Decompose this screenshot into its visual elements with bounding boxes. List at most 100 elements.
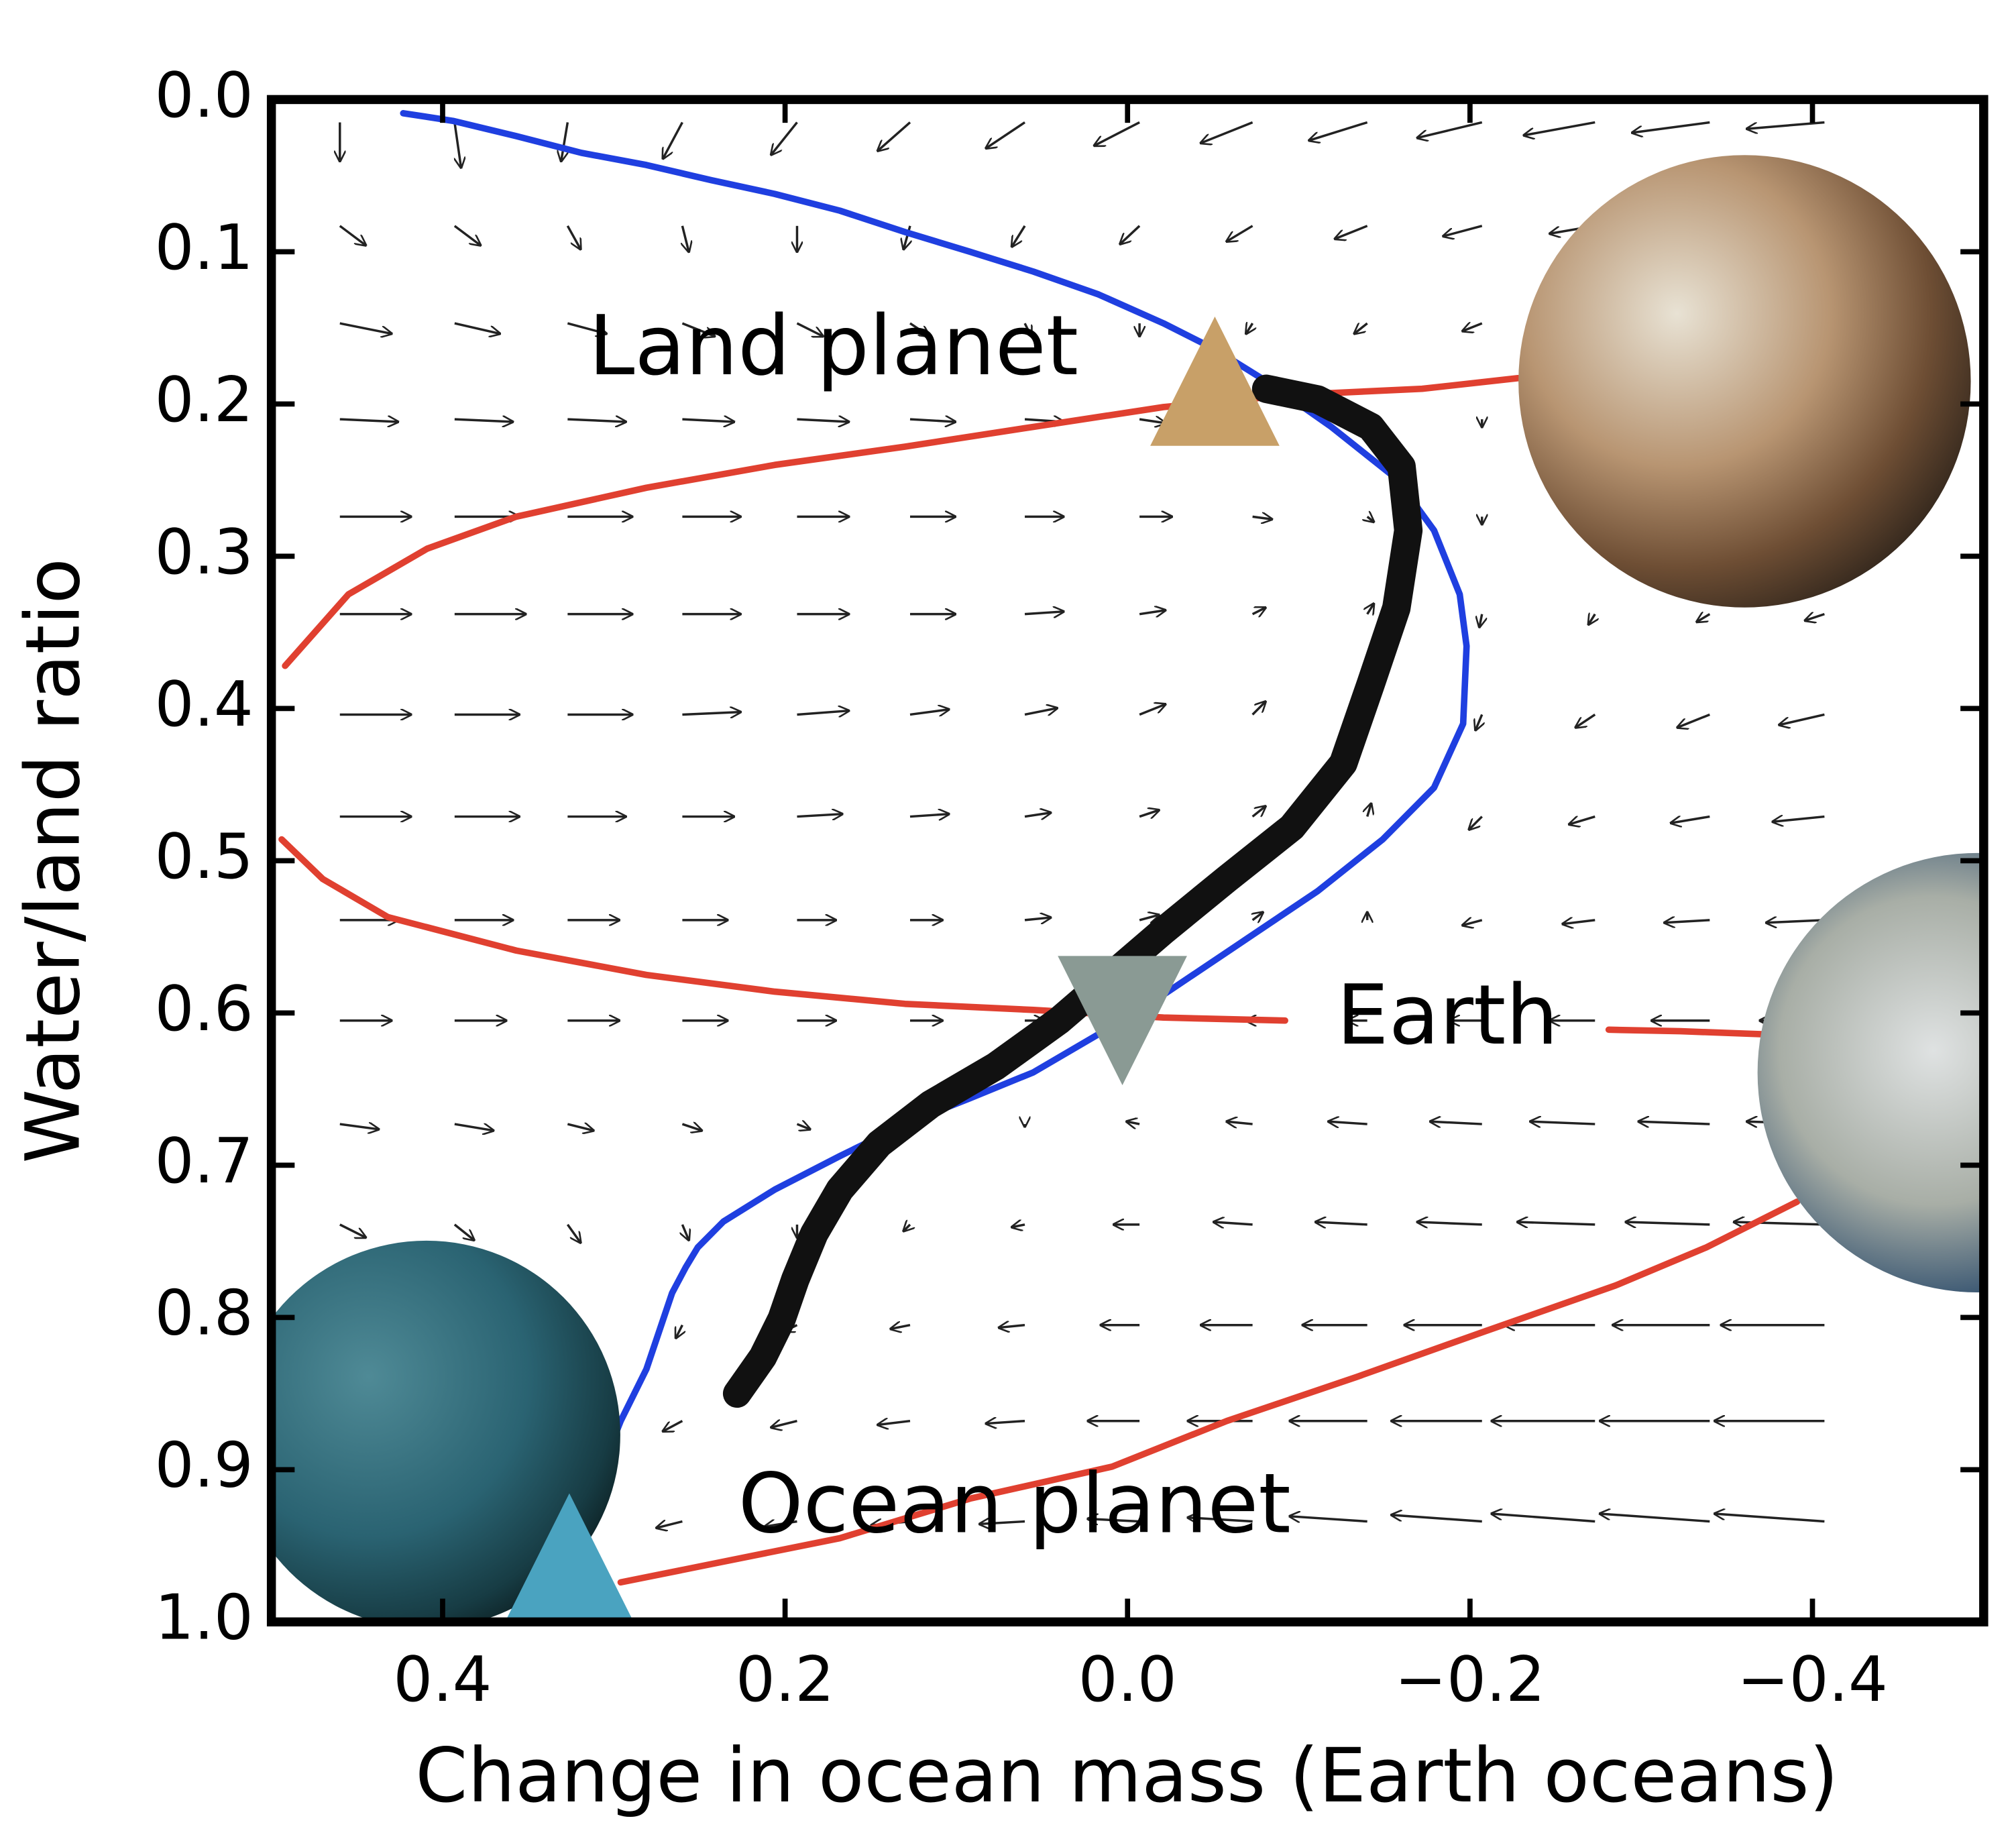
arrow	[797, 711, 848, 715]
arrow	[771, 121, 798, 154]
arrow	[1024, 917, 1051, 920]
arrow	[1671, 815, 1710, 824]
arrow	[1575, 714, 1596, 727]
arrow	[1253, 912, 1263, 920]
arrow	[1139, 704, 1166, 716]
arrow	[909, 419, 955, 422]
arrow	[1475, 714, 1482, 730]
arrow	[681, 1124, 702, 1131]
x-tick-label: 0.2	[736, 1643, 834, 1716]
x-tick-label: −0.4	[1737, 1643, 1888, 1716]
arrow	[765, 1522, 797, 1527]
arrow	[567, 1124, 594, 1131]
arrow	[909, 710, 949, 715]
arrow	[1463, 323, 1483, 331]
arrow	[909, 322, 930, 336]
arrow	[771, 1421, 797, 1428]
annotation: Ocean planet	[738, 1456, 1291, 1552]
arrow	[1024, 708, 1057, 715]
arrow	[891, 1325, 911, 1329]
arrow	[980, 1522, 1025, 1524]
arrow	[1367, 803, 1371, 818]
y-tick-label: 0.2	[155, 364, 254, 436]
arrow	[1251, 702, 1266, 716]
arrow	[903, 225, 910, 249]
arrow	[663, 121, 683, 158]
series-line	[722, 374, 1423, 1408]
arrow	[1665, 920, 1710, 923]
arrow	[681, 322, 714, 336]
arrow	[999, 1325, 1025, 1328]
arrow	[1201, 121, 1253, 143]
arrow	[1589, 614, 1595, 624]
arrow	[1252, 516, 1272, 519]
arrow	[1600, 1514, 1710, 1523]
arrow	[561, 122, 569, 161]
arrow	[1290, 1516, 1367, 1522]
y-tick-label: 0.4	[155, 668, 254, 740]
arrow	[1392, 1515, 1482, 1523]
arrow	[1354, 322, 1368, 333]
marker	[1150, 317, 1280, 446]
arrow	[878, 1421, 911, 1425]
ocean-planet-image	[271, 1240, 620, 1622]
arrow	[1569, 815, 1595, 825]
series-line	[278, 374, 1801, 1586]
arrow	[1779, 713, 1825, 724]
arrow	[1139, 810, 1159, 817]
arrow	[1805, 614, 1825, 621]
arrow	[878, 121, 911, 150]
arrow	[1367, 604, 1374, 614]
arrow	[339, 419, 398, 422]
arrow	[454, 419, 513, 422]
arrow	[1479, 614, 1482, 627]
arrow	[1367, 516, 1374, 522]
arrow	[1638, 1121, 1710, 1124]
arrow	[682, 712, 740, 715]
arrow	[1773, 817, 1825, 822]
arrow	[339, 225, 366, 245]
arrow	[567, 322, 606, 333]
y-tick-label: 0.0	[155, 59, 254, 131]
axes: 0.4 0.2 0.0 −0.2 −0.4 0.0 0.1 0.2 0.3 0.4 0.5 0.6 0.…	[155, 59, 1984, 1716]
x-tick-label: −0.2	[1395, 1643, 1546, 1716]
y-tick-label: 0.7	[155, 1125, 254, 1197]
arrow	[682, 225, 689, 252]
arrow	[1120, 225, 1141, 244]
arrow	[453, 225, 481, 245]
arrow	[909, 814, 949, 817]
arrow	[1139, 610, 1166, 614]
annotation: Earth	[1337, 968, 1559, 1064]
arrow	[454, 322, 500, 333]
arrow	[682, 419, 734, 422]
arrow	[657, 1522, 683, 1528]
arrow	[1309, 121, 1368, 140]
y-tick-label: 0.3	[155, 516, 254, 588]
arrow	[1563, 920, 1595, 924]
arrow	[1025, 323, 1031, 336]
arrow	[663, 1420, 683, 1431]
arrow	[1139, 915, 1159, 920]
arrow	[796, 322, 823, 336]
series-line	[400, 110, 1470, 1516]
arrow	[1316, 1222, 1367, 1225]
arrow	[1747, 121, 1825, 129]
y-tick-label: 1.0	[155, 1581, 254, 1654]
arrow	[567, 419, 626, 422]
arrow	[1024, 612, 1064, 614]
arrow	[1246, 323, 1253, 333]
arrow	[1227, 225, 1253, 241]
arrow	[1524, 121, 1595, 135]
arrow	[1251, 608, 1266, 614]
arrow	[797, 814, 842, 817]
y-tick-label: 0.1	[155, 211, 254, 284]
arrow	[1632, 121, 1710, 132]
y-axis-label: Water/land ratio	[9, 558, 97, 1163]
arrow	[1139, 419, 1166, 423]
arrow	[1417, 1222, 1482, 1225]
y-tick-label: 0.9	[155, 1429, 254, 1502]
marker	[1058, 956, 1187, 1086]
arrow	[1329, 1121, 1367, 1124]
arrow	[453, 122, 461, 167]
